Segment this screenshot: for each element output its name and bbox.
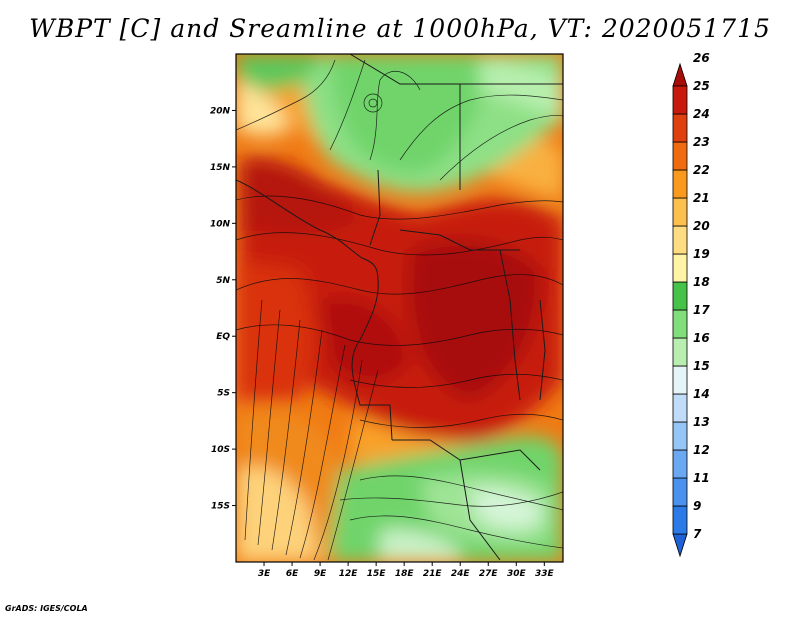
longitude-label: 21E: [423, 569, 443, 579]
longitude-label: 27E: [479, 569, 499, 579]
colorbar-max-arrow: [672, 62, 688, 87]
colorbar-segment: [672, 365, 688, 395]
colorbar-label: 16: [693, 331, 710, 345]
colorbar-segment: [672, 169, 688, 199]
colorbar-label: 15: [693, 359, 710, 373]
colorbar-label: 18: [693, 275, 710, 289]
colorbar-label: 17: [693, 303, 710, 317]
map-frame: [235, 53, 564, 563]
colorbar-segment: [672, 477, 688, 507]
colorbar-label: 19: [693, 247, 710, 261]
colorbar-segment: [672, 505, 688, 535]
colorbar-label: 7: [693, 527, 702, 541]
colorbar: 7 9 11 12 13 14 15 16 17 18 19 20 21 22 23 24 25 26: [672, 51, 710, 558]
borders: [236, 54, 563, 561]
colorbar-label: 13: [693, 415, 710, 429]
colorbar-label: 23: [693, 135, 710, 149]
longitude-axis: 3E 6E 9E 12E 15E 18E 21E 24E 27E 30E 33E: [258, 562, 555, 579]
colorbar-label: 24: [693, 107, 710, 121]
colorbar-label: 11: [693, 471, 710, 485]
colorbar-label: 25: [693, 79, 710, 93]
latitude-label: 5S: [217, 389, 230, 399]
colorbar-segment: [672, 141, 688, 171]
colorbar-segment: [672, 113, 688, 143]
colorbar-label: 12: [693, 443, 710, 457]
colorbar-label: 26: [693, 51, 710, 65]
latitude-label: 20N: [210, 106, 231, 116]
latitude-axis: 20N 15N 10N 5N EQ 5S 10S 15S: [210, 106, 236, 512]
longitude-label: 6E: [286, 569, 299, 579]
colorbar-segment: [672, 337, 688, 367]
longitude-label: 33E: [535, 569, 555, 579]
colorbar-segment: [672, 197, 688, 227]
longitude-label: 3E: [258, 569, 271, 579]
plot-title: WBPT [C] and Sreamline at 1000hPa, VT: 2…: [29, 14, 771, 43]
colorbar-label: 20: [693, 219, 710, 233]
colorbar-segment: [672, 225, 688, 255]
longitude-label: 18E: [395, 569, 415, 579]
colorbar-label: 22: [693, 163, 710, 177]
colorbar-label: 14: [693, 387, 710, 401]
latitude-label: 15N: [210, 163, 231, 173]
streamlines: [236, 59, 563, 561]
latitude-label: 5N: [216, 276, 230, 286]
colorbar-segment: [672, 281, 688, 311]
grads-credit: GrADS: IGES/COLA: [5, 604, 88, 613]
colorbar-label: 9: [693, 499, 701, 513]
colorbar-segment: [672, 393, 688, 423]
colorbar-segment: [672, 85, 688, 115]
longitude-label: 12E: [339, 569, 359, 579]
longitude-label: 30E: [507, 569, 527, 579]
latitude-label: EQ: [216, 332, 230, 342]
colorbar-segment: [672, 309, 688, 339]
colorbar-segment: [672, 253, 688, 283]
latitude-label: 10S: [211, 445, 230, 455]
colorbar-segment: [672, 449, 688, 479]
longitude-label: 24E: [451, 569, 471, 579]
colorbar-segment: [672, 421, 688, 451]
colorbar-min-arrow: [672, 533, 688, 558]
wbpt-shading: [236, 54, 563, 562]
colorbar-label: 21: [693, 191, 710, 205]
latitude-label: 15S: [211, 502, 230, 512]
latitude-label: 10N: [210, 219, 231, 229]
longitude-label: 9E: [314, 569, 327, 579]
longitude-label: 15E: [367, 569, 387, 579]
